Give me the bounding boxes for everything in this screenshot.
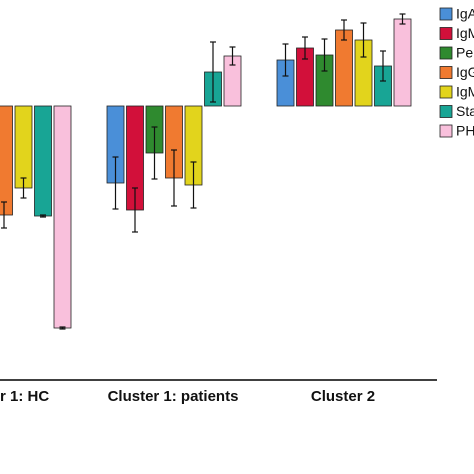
error-bar	[360, 22, 367, 58]
legend-label: IgM	[456, 25, 474, 41]
error-bar	[210, 41, 216, 103]
legend-swatch	[439, 7, 453, 21]
bar	[34, 105, 52, 217]
x-tick-label: Cluster 2	[311, 388, 375, 405]
bar	[0, 105, 13, 216]
error-bar	[321, 38, 328, 72]
error-bar	[132, 187, 138, 233]
error-bar	[302, 36, 308, 60]
legend-swatch	[439, 27, 453, 40]
error-bar	[190, 161, 197, 209]
legend-swatch	[439, 66, 453, 79]
legend-swatch	[439, 46, 453, 60]
legend-label: IgG	[456, 64, 474, 80]
error-bar	[20, 177, 27, 199]
error-bar	[229, 46, 236, 66]
error-bar	[40, 214, 46, 218]
error-bar	[341, 19, 347, 41]
legend-label: IgA	[456, 6, 474, 22]
error-bar	[399, 13, 406, 25]
error-bar	[112, 156, 119, 210]
bar	[393, 18, 412, 107]
error-bar	[282, 43, 289, 77]
error-bar	[151, 126, 158, 180]
legend-label: Sta	[456, 103, 474, 119]
legend-swatch	[439, 124, 453, 138]
x-tick-label: r 1: HC	[0, 388, 49, 405]
legend-label: IgM	[456, 84, 474, 100]
bar	[53, 105, 72, 329]
error-bar	[380, 50, 386, 82]
x-tick-label: Cluster 1: patients	[108, 388, 239, 405]
error-bar	[171, 149, 177, 207]
bar	[14, 105, 33, 189]
error-bar	[1, 201, 7, 229]
legend-label: PH	[456, 123, 474, 139]
legend-swatch	[439, 105, 453, 118]
legend-label: Pe	[456, 45, 473, 61]
legend-swatch	[439, 85, 453, 99]
bar	[335, 29, 353, 107]
error-bar	[59, 326, 66, 330]
